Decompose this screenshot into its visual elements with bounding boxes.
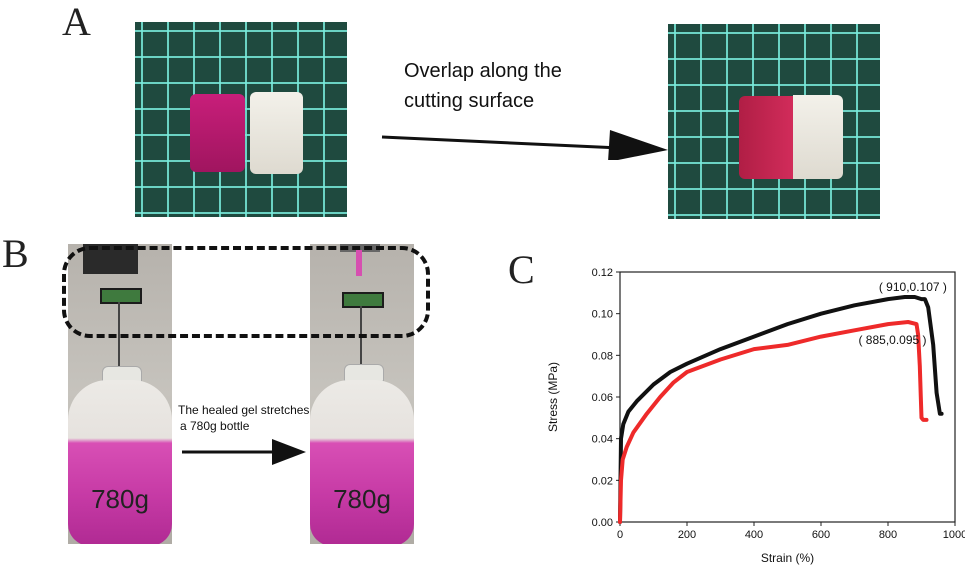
x-tick-label: 800	[879, 529, 897, 541]
pink-gel-piece	[190, 94, 245, 172]
panel-a-letter: A	[62, 0, 91, 44]
x-tick-label: 400	[745, 529, 763, 541]
x-axis-label: Strain (%)	[761, 551, 814, 565]
y-tick-label: 0.10	[592, 309, 613, 321]
panel-b-photo-after: 780g	[310, 244, 414, 544]
panel-b-arrow	[182, 439, 306, 465]
dashed-highlight-box	[62, 246, 430, 338]
y-tick-label: 0.00	[592, 517, 613, 529]
panel-b-caption-line1: The healed gel stretches	[178, 403, 310, 417]
y-axis-label: Stress (MPa)	[546, 362, 560, 432]
x-tick-label: 0	[617, 529, 623, 541]
bottle: 780g	[68, 380, 172, 544]
plot-frame	[619, 271, 956, 523]
white-gel-piece-joined	[793, 95, 843, 179]
x-tick-label: 200	[678, 529, 696, 541]
y-tick-label: 0.04	[592, 434, 613, 446]
series-line-red	[618, 320, 929, 524]
y-tick-label: 0.12	[592, 267, 613, 279]
y-tick-label: 0.08	[592, 350, 613, 362]
bottle-weight-label: 780g	[333, 484, 391, 514]
x-tick-label: 600	[812, 529, 830, 541]
y-tick-label: 0.02	[592, 475, 613, 487]
bottle: 780g	[310, 380, 414, 544]
panel-c-letter: C	[508, 247, 535, 292]
binder-clip	[342, 292, 384, 308]
panel-a-arrow	[381, 130, 668, 160]
peak-annotation: ( 885,0.095 )	[858, 333, 926, 347]
stress-strain-chart: 0 200 400 600 800 1000 0.00 0.02 0.04 0.06 0.08 0.1…	[546, 267, 965, 565]
panel-a-caption-line1: Overlap along the	[404, 60, 562, 82]
binder-clip	[100, 288, 142, 304]
bottle-weight-label: 780g	[91, 484, 149, 514]
red-gel-piece	[739, 96, 797, 179]
series-line-black	[618, 295, 944, 524]
panel-b-letter: B	[2, 231, 29, 276]
x-tick-label: 1000	[943, 529, 965, 541]
panel-a-photo-before	[135, 22, 347, 217]
healed-gel-strip	[356, 250, 362, 276]
panel-a-caption-line2: cutting surface	[404, 90, 535, 112]
panel-b-caption-line2: a 780g bottle	[180, 419, 250, 433]
peak-annotation: ( 910,0.107 )	[879, 280, 947, 294]
white-gel-piece	[250, 92, 303, 174]
panel-a-photo-after	[668, 24, 880, 219]
y-tick-label: 0.06	[592, 392, 613, 404]
